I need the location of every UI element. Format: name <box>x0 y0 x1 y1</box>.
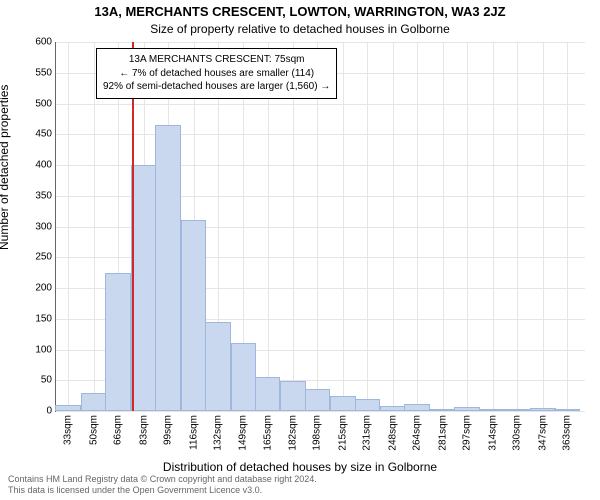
histogram-bar <box>255 377 281 411</box>
histogram-bar <box>380 406 406 411</box>
footer-licence: Contains HM Land Registry data © Crown c… <box>8 474 592 496</box>
histogram-bar <box>454 407 480 411</box>
histogram-bar <box>155 125 181 411</box>
histogram-bar <box>280 381 306 411</box>
annotation-line3: 92% of semi-detached houses are larger (… <box>103 80 330 94</box>
annotation-line1: 13A MERCHANTS CRESCENT: 75sqm <box>103 53 330 67</box>
x-tick-label: 264sqm <box>412 415 423 451</box>
gridline-v <box>94 42 95 411</box>
histogram-bar <box>131 165 157 411</box>
gridline-v <box>467 42 468 411</box>
y-tick-label: 500 <box>35 98 52 109</box>
x-tick-label: 297sqm <box>462 415 473 451</box>
x-tick-label: 231sqm <box>362 415 373 451</box>
gridline-v <box>493 42 494 411</box>
histogram-bar <box>105 273 131 411</box>
chart-title: 13A, MERCHANTS CRESCENT, LOWTON, WARRING… <box>0 4 600 19</box>
footer-line1: Contains HM Land Registry data © Crown c… <box>8 474 317 484</box>
histogram-bar <box>554 409 580 411</box>
plot-area: 05010015020025030035040045050055060033sq… <box>55 42 585 412</box>
x-tick-label: 248sqm <box>388 415 399 451</box>
gridline-h <box>56 134 585 135</box>
y-tick-label: 600 <box>35 37 52 48</box>
histogram-bar <box>231 343 257 411</box>
x-tick-label: 198sqm <box>312 415 323 451</box>
x-tick-label: 149sqm <box>238 415 249 451</box>
x-tick-label: 99sqm <box>162 415 173 445</box>
gridline-h <box>56 411 585 412</box>
gridline-v <box>543 42 544 411</box>
gridline-v <box>343 42 344 411</box>
histogram-bar <box>330 396 356 411</box>
histogram-bar <box>305 389 331 411</box>
histogram-bar <box>55 405 81 411</box>
gridline-h <box>56 104 585 105</box>
histogram-bar <box>530 408 556 411</box>
gridline-v <box>393 42 394 411</box>
gridline-v <box>517 42 518 411</box>
gridline-v <box>567 42 568 411</box>
histogram-bar <box>181 220 207 411</box>
y-tick-label: 100 <box>35 344 52 355</box>
gridline-v <box>367 42 368 411</box>
y-tick-label: 0 <box>46 406 52 417</box>
histogram-bar <box>480 409 506 411</box>
gridline-h <box>56 42 585 43</box>
y-tick-label: 250 <box>35 252 52 263</box>
y-tick-label: 350 <box>35 190 52 201</box>
gridline-v <box>68 42 69 411</box>
histogram-bar <box>81 393 107 411</box>
gridline-v <box>417 42 418 411</box>
y-tick-label: 150 <box>35 313 52 324</box>
y-tick-label: 450 <box>35 129 52 140</box>
histogram-bar <box>404 404 430 411</box>
x-tick-label: 182sqm <box>288 415 299 451</box>
y-tick-label: 300 <box>35 221 52 232</box>
y-tick-label: 50 <box>41 375 52 386</box>
y-axis-label: Number of detached properties <box>0 85 11 250</box>
chart-subtitle: Size of property relative to detached ho… <box>0 22 600 36</box>
x-tick-label: 116sqm <box>188 415 199 450</box>
x-tick-label: 281sqm <box>437 415 448 451</box>
y-tick-label: 550 <box>35 67 52 78</box>
histogram-bar <box>205 322 231 411</box>
x-tick-label: 314sqm <box>487 415 498 451</box>
x-tick-label: 215sqm <box>338 415 349 451</box>
histogram-bar <box>355 399 381 411</box>
x-tick-label: 50sqm <box>88 415 99 445</box>
histogram-bar <box>504 409 530 411</box>
footer-line2: This data is licensed under the Open Gov… <box>8 485 262 495</box>
x-tick-label: 33sqm <box>63 415 74 445</box>
gridline-v <box>443 42 444 411</box>
x-tick-label: 132sqm <box>212 415 223 451</box>
x-tick-label: 330sqm <box>511 415 522 451</box>
histogram-bar <box>430 409 456 411</box>
annotation-line2: ← 7% of detached houses are smaller (114… <box>103 67 330 81</box>
x-axis-label: Distribution of detached houses by size … <box>0 460 600 474</box>
y-tick-label: 200 <box>35 283 52 294</box>
x-tick-label: 66sqm <box>112 415 123 445</box>
chart-container: 13A, MERCHANTS CRESCENT, LOWTON, WARRING… <box>0 0 600 500</box>
x-tick-label: 165sqm <box>262 415 273 451</box>
annotation-box: 13A MERCHANTS CRESCENT: 75sqm← 7% of det… <box>96 48 337 99</box>
x-tick-label: 83sqm <box>138 415 149 445</box>
x-tick-label: 347sqm <box>537 415 548 451</box>
x-tick-label: 363sqm <box>561 415 572 451</box>
y-tick-label: 400 <box>35 160 52 171</box>
